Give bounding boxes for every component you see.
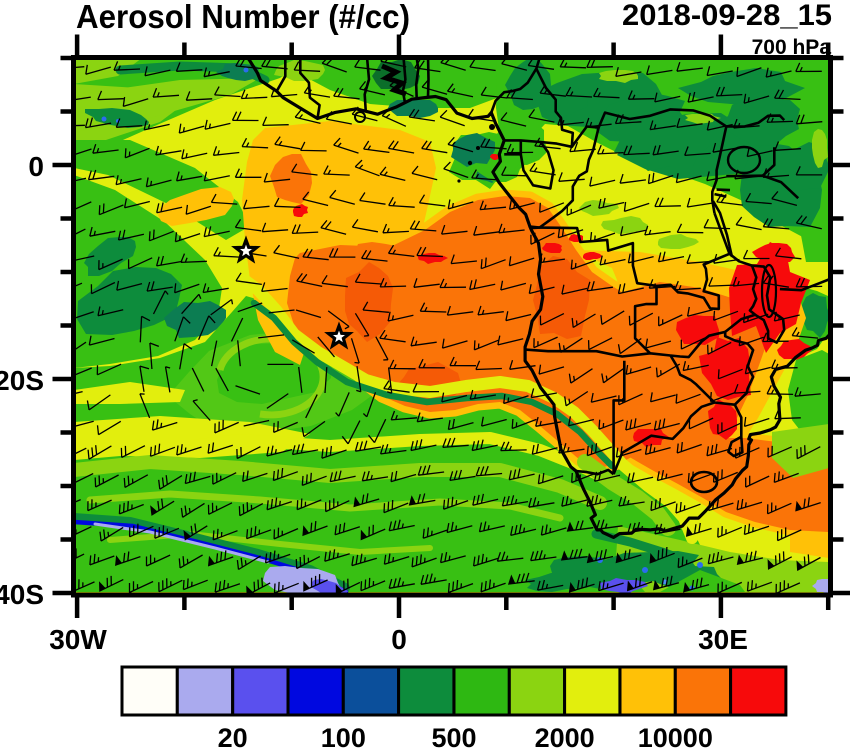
- svg-text:30E: 30E: [698, 624, 748, 655]
- svg-text:10000: 10000: [638, 723, 713, 750]
- svg-text:0: 0: [28, 151, 44, 182]
- svg-text:40S: 40S: [0, 579, 44, 610]
- svg-text:20S: 20S: [0, 365, 44, 396]
- svg-text:20: 20: [218, 723, 248, 750]
- svg-text:700 hPa: 700 hPa: [752, 36, 832, 59]
- svg-text:0: 0: [391, 624, 407, 655]
- svg-text:Aerosol Number (#/cc): Aerosol Number (#/cc): [76, 0, 410, 35]
- svg-text:100: 100: [321, 723, 366, 750]
- svg-text:30W: 30W: [49, 624, 107, 655]
- svg-text:2018-09-28_15: 2018-09-28_15: [622, 0, 832, 32]
- svg-text:500: 500: [431, 723, 476, 750]
- svg-text:2000: 2000: [535, 723, 595, 750]
